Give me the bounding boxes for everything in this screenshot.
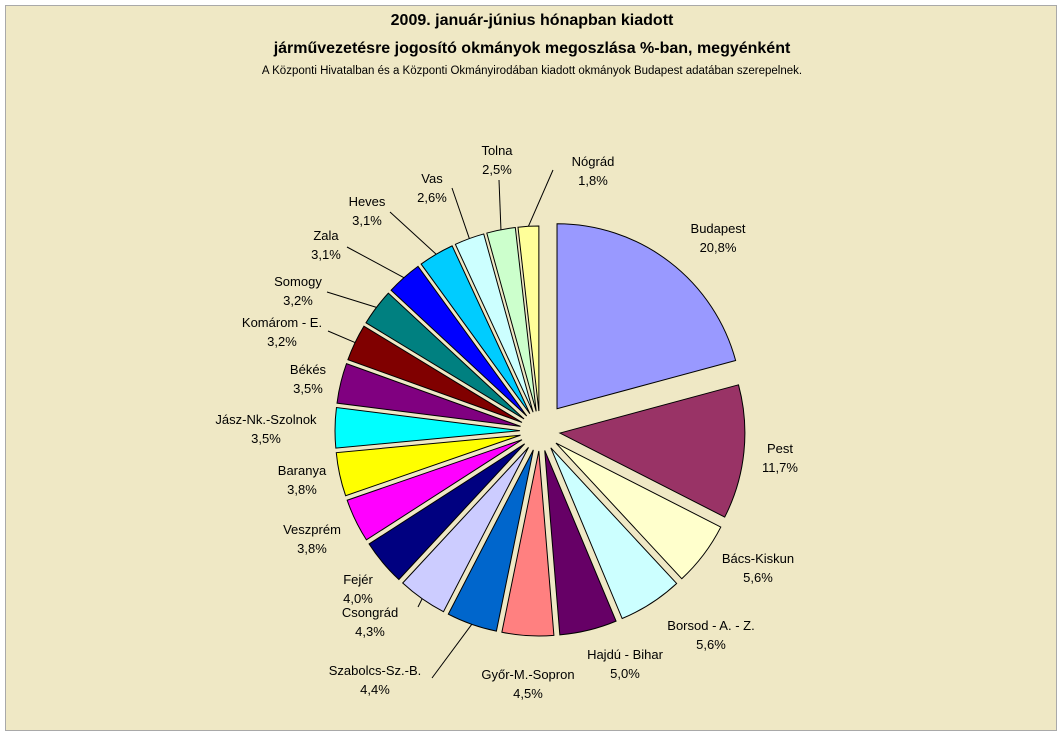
slice-label-14: Somogy <box>274 274 322 289</box>
slice-value-label-2: 5,6% <box>743 570 773 585</box>
slice-value-label-19: 1,8% <box>578 173 608 188</box>
chart-title-line-1: 2009. január-június hónapban kiadott <box>390 12 674 29</box>
slice-value-label-12: 3,5% <box>293 381 323 396</box>
pie-slice-1 <box>558 384 746 518</box>
slice-value-label-16: 3,1% <box>352 213 382 228</box>
leader-line-14 <box>326 291 377 308</box>
slice-value-label-3: 5,6% <box>696 637 726 652</box>
leader-line-6 <box>431 624 473 679</box>
leader-line-13 <box>327 330 356 344</box>
slice-label-11: Jász-Nk.-Szolnok <box>215 412 317 427</box>
pie-slice-0 <box>556 223 737 410</box>
pie-slice-8 <box>368 443 526 581</box>
slice-value-label-1: 11,7% <box>762 460 798 475</box>
slice-label-13: Komárom - E. <box>242 315 322 330</box>
leader-line-17 <box>451 187 470 239</box>
pie-slice-10 <box>335 434 521 497</box>
slice-label-15: Zala <box>313 228 339 243</box>
slice-value-label-4: 5,0% <box>610 666 640 681</box>
pie-slice-3 <box>550 447 678 620</box>
pie-slice-5 <box>501 450 555 637</box>
pie-slice-9 <box>346 439 523 541</box>
slice-value-label-14: 3,2% <box>283 293 313 308</box>
slice-value-label-18: 2,5% <box>482 162 512 177</box>
slice-label-12: Békés <box>290 362 327 377</box>
slice-label-3: Borsod - A. - Z. <box>667 618 754 633</box>
slice-value-label-0: 20,8% <box>700 240 737 255</box>
slice-label-6: Szabolcs-Sz.-B. <box>329 663 421 678</box>
slice-value-label-10: 3,8% <box>287 482 317 497</box>
slice-value-label-5: 4,5% <box>513 686 543 701</box>
slice-value-label-9: 3,8% <box>297 541 327 556</box>
slice-label-7: Csongrád <box>342 605 398 620</box>
pie-slice-11 <box>334 406 521 449</box>
pie-slice-19 <box>517 225 540 412</box>
slice-value-label-8: 4,0% <box>343 591 373 606</box>
chart-title-line-2: járművezetésre jogosító okmányok megoszl… <box>273 40 791 57</box>
slice-label-8: Fejér <box>343 572 373 587</box>
slice-value-label-11: 3,5% <box>251 431 281 446</box>
pie-slice-6 <box>447 449 534 632</box>
slice-label-5: Győr-M.-Sopron <box>481 667 574 682</box>
slice-label-1: Pest <box>767 441 793 456</box>
slice-label-4: Hajdú - Bihar <box>587 647 664 662</box>
slice-label-19: Nógrád <box>572 154 615 169</box>
slice-value-label-6: 4,4% <box>360 682 390 697</box>
leader-line-16 <box>389 211 437 255</box>
slice-label-9: Veszprém <box>283 522 341 537</box>
chart-subtitle: A Központi Hivatalban és a Központi Okmá… <box>261 65 803 77</box>
pie-slice-12 <box>336 363 521 427</box>
slice-value-label-13: 3,2% <box>267 334 297 349</box>
slice-label-2: Bács-Kiskun <box>722 551 794 566</box>
pie-slice-4 <box>544 450 617 636</box>
pie-slice-2 <box>555 442 722 580</box>
slice-label-10: Baranya <box>278 463 327 478</box>
leader-line-18 <box>498 179 502 230</box>
slice-value-label-15: 3,1% <box>311 247 341 262</box>
pie-slice-7 <box>402 447 529 613</box>
slice-label-18: Tolna <box>481 143 513 158</box>
leader-line-19 <box>527 169 554 227</box>
leader-line-7 <box>417 598 423 608</box>
slice-label-0: Budapest <box>691 221 746 236</box>
slice-label-17: Vas <box>421 171 443 186</box>
slice-label-16: Heves <box>349 194 386 209</box>
leader-line-15 <box>346 246 405 279</box>
slice-value-label-7: 4,3% <box>355 624 385 639</box>
pie-slice-14 <box>365 292 525 420</box>
slice-value-label-17: 2,6% <box>417 190 447 205</box>
